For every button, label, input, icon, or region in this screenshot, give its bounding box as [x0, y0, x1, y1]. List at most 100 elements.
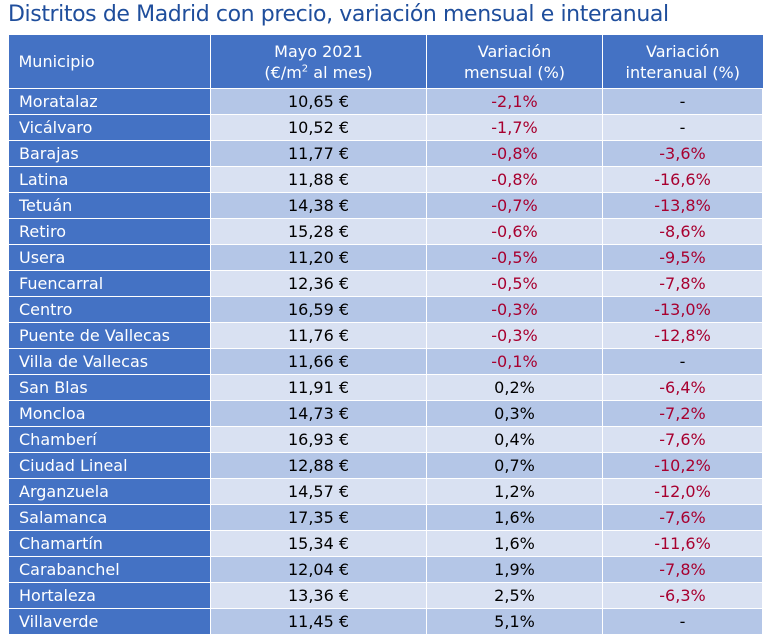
cell-mensual: 0,3% [426, 400, 603, 427]
header-precio-line2: (€/m2 al mes) [264, 62, 373, 82]
cell-precio: 11,76 € [210, 322, 427, 349]
cell-mensual: 1,6% [426, 530, 603, 557]
cell-precio: 14,73 € [210, 400, 427, 427]
cell-interanual: -12,8% [602, 322, 763, 349]
table-row: Tetuán 14,38 € -0,7% -13,8% [8, 192, 763, 219]
cell-interanual: -9,5% [602, 244, 763, 271]
cell-precio: 14,57 € [210, 478, 427, 505]
header-municipio: Municipio [8, 35, 211, 89]
cell-municipio: Chamberí [8, 426, 211, 453]
cell-precio: 11,20 € [210, 244, 427, 271]
cell-municipio: Barajas [8, 140, 211, 167]
table-row: Moncloa 14,73 €0,3% -7,2% [8, 400, 763, 427]
cell-municipio: Villaverde [8, 608, 211, 635]
cell-precio: 11,91 € [210, 374, 427, 401]
cell-interanual: -6,4% [602, 374, 763, 401]
cell-municipio: Vicálvaro [8, 114, 211, 141]
cell-municipio: Arganzuela [8, 478, 211, 505]
table-row: Moratalaz 10,65 € -2,1% - [8, 88, 763, 115]
table-row: San Blas 11,91 €0,2% -6,4% [8, 374, 763, 401]
cell-precio: 14,38 € [210, 192, 427, 219]
cell-interanual: - [602, 348, 763, 375]
cell-interanual: - [602, 114, 763, 141]
table-row: Fuencarral 12,36 € -0,5% -7,8% [8, 270, 763, 297]
cell-mensual: 0,2% [426, 374, 603, 401]
header-mensual-line2: mensual (%) [463, 62, 566, 82]
table-row: Ciudad Lineal 12,88 €0,7% -10,2% [8, 452, 763, 479]
cell-interanual: -7,8% [602, 270, 763, 297]
table-row: Retiro 15,28 € -0,6% -8,6% [8, 218, 763, 245]
cell-mensual: 1,9% [426, 556, 603, 583]
cell-interanual: - [602, 608, 763, 635]
cell-municipio: Carabanchel [8, 556, 211, 583]
table-row: Salamanca 17,35 €1,6% -7,6% [8, 504, 763, 531]
cell-municipio: Fuencarral [8, 270, 211, 297]
cell-mensual: -0,8% [426, 166, 603, 193]
cell-precio: 10,52 € [210, 114, 427, 141]
table-body: Moratalaz 10,65 € -2,1% - Vicálvaro 10,52 € -1… [8, 88, 763, 635]
cell-municipio: Chamartín [8, 530, 211, 557]
cell-interanual: -7,6% [602, 504, 763, 531]
cell-mensual: -0,5% [426, 244, 603, 271]
price-table: Municipio Mayo 2021 (€/m2 al mes) Variac… [8, 35, 763, 635]
cell-municipio: Villa de Vallecas [8, 348, 211, 375]
header-precio-line1: Mayo 2021 [274, 41, 363, 61]
cell-mensual: -2,1% [426, 88, 603, 115]
table-row: Villa de Vallecas 11,66 € -0,1% - [8, 348, 763, 375]
table-row: Usera 11,20 € -0,5% -9,5% [8, 244, 763, 271]
header-precio: Mayo 2021 (€/m2 al mes) [210, 35, 427, 89]
cell-precio: 16,93 € [210, 426, 427, 453]
cell-municipio: Usera [8, 244, 211, 271]
cell-precio: 11,66 € [210, 348, 427, 375]
table-title: Distritos de Madrid con precio, variació… [8, 2, 669, 27]
table-row: Chamartín 15,34 €1,6% -11,6% [8, 530, 763, 557]
header-interanual: Variación interanual (%) [602, 35, 763, 89]
cell-mensual: 1,6% [426, 504, 603, 531]
cell-mensual: 2,5% [426, 582, 603, 609]
cell-mensual: -0,1% [426, 348, 603, 375]
table-row: Centro 16,59 € -0,3% -13,0% [8, 296, 763, 323]
table-row: Barajas 11,77 € -0,8% -3,6% [8, 140, 763, 167]
header-mensual: Variación mensual (%) [426, 35, 603, 89]
cell-interanual: -6,3% [602, 582, 763, 609]
cell-municipio: Moncloa [8, 400, 211, 427]
cell-mensual: -1,7% [426, 114, 603, 141]
header-interanual-line2: interanual (%) [625, 62, 740, 82]
cell-interanual: -12,0% [602, 478, 763, 505]
table-row: Arganzuela 14,57 €1,2% -12,0% [8, 478, 763, 505]
cell-interanual: - [602, 88, 763, 115]
cell-precio: 12,36 € [210, 270, 427, 297]
cell-municipio: Ciudad Lineal [8, 452, 211, 479]
cell-municipio: Hortaleza [8, 582, 211, 609]
header-municipio-label: Municipio [18, 52, 95, 71]
cell-interanual: -7,6% [602, 426, 763, 453]
table-row: Latina 11,88 € -0,8% -16,6% [8, 166, 763, 193]
cell-precio: 12,04 € [210, 556, 427, 583]
cell-interanual: -3,6% [602, 140, 763, 167]
cell-mensual: -0,3% [426, 296, 603, 323]
cell-interanual: -8,6% [602, 218, 763, 245]
cell-municipio: Latina [8, 166, 211, 193]
table-row: Chamberí 16,93 €0,4% -7,6% [8, 426, 763, 453]
cell-interanual: -13,0% [602, 296, 763, 323]
cell-precio: 10,65 € [210, 88, 427, 115]
cell-precio: 15,34 € [210, 530, 427, 557]
cell-municipio: Moratalaz [8, 88, 211, 115]
header-mensual-line1: Variación [477, 41, 552, 61]
cell-precio: 12,88 € [210, 452, 427, 479]
cell-precio: 11,77 € [210, 140, 427, 167]
cell-interanual: -13,8% [602, 192, 763, 219]
cell-mensual: 0,4% [426, 426, 603, 453]
cell-municipio: Centro [8, 296, 211, 323]
cell-precio: 15,28 € [210, 218, 427, 245]
cell-mensual: -0,8% [426, 140, 603, 167]
table-row: Puente de Vallecas 11,76 € -0,3% -12,8% [8, 322, 763, 349]
cell-mensual: -0,7% [426, 192, 603, 219]
cell-municipio: Salamanca [8, 504, 211, 531]
cell-mensual: 1,2% [426, 478, 603, 505]
cell-precio: 11,88 € [210, 166, 427, 193]
header-row: Municipio Mayo 2021 (€/m2 al mes) Variac… [8, 35, 763, 89]
cell-interanual: -10,2% [602, 452, 763, 479]
cell-mensual: -0,3% [426, 322, 603, 349]
cell-municipio: Tetuán [8, 192, 211, 219]
